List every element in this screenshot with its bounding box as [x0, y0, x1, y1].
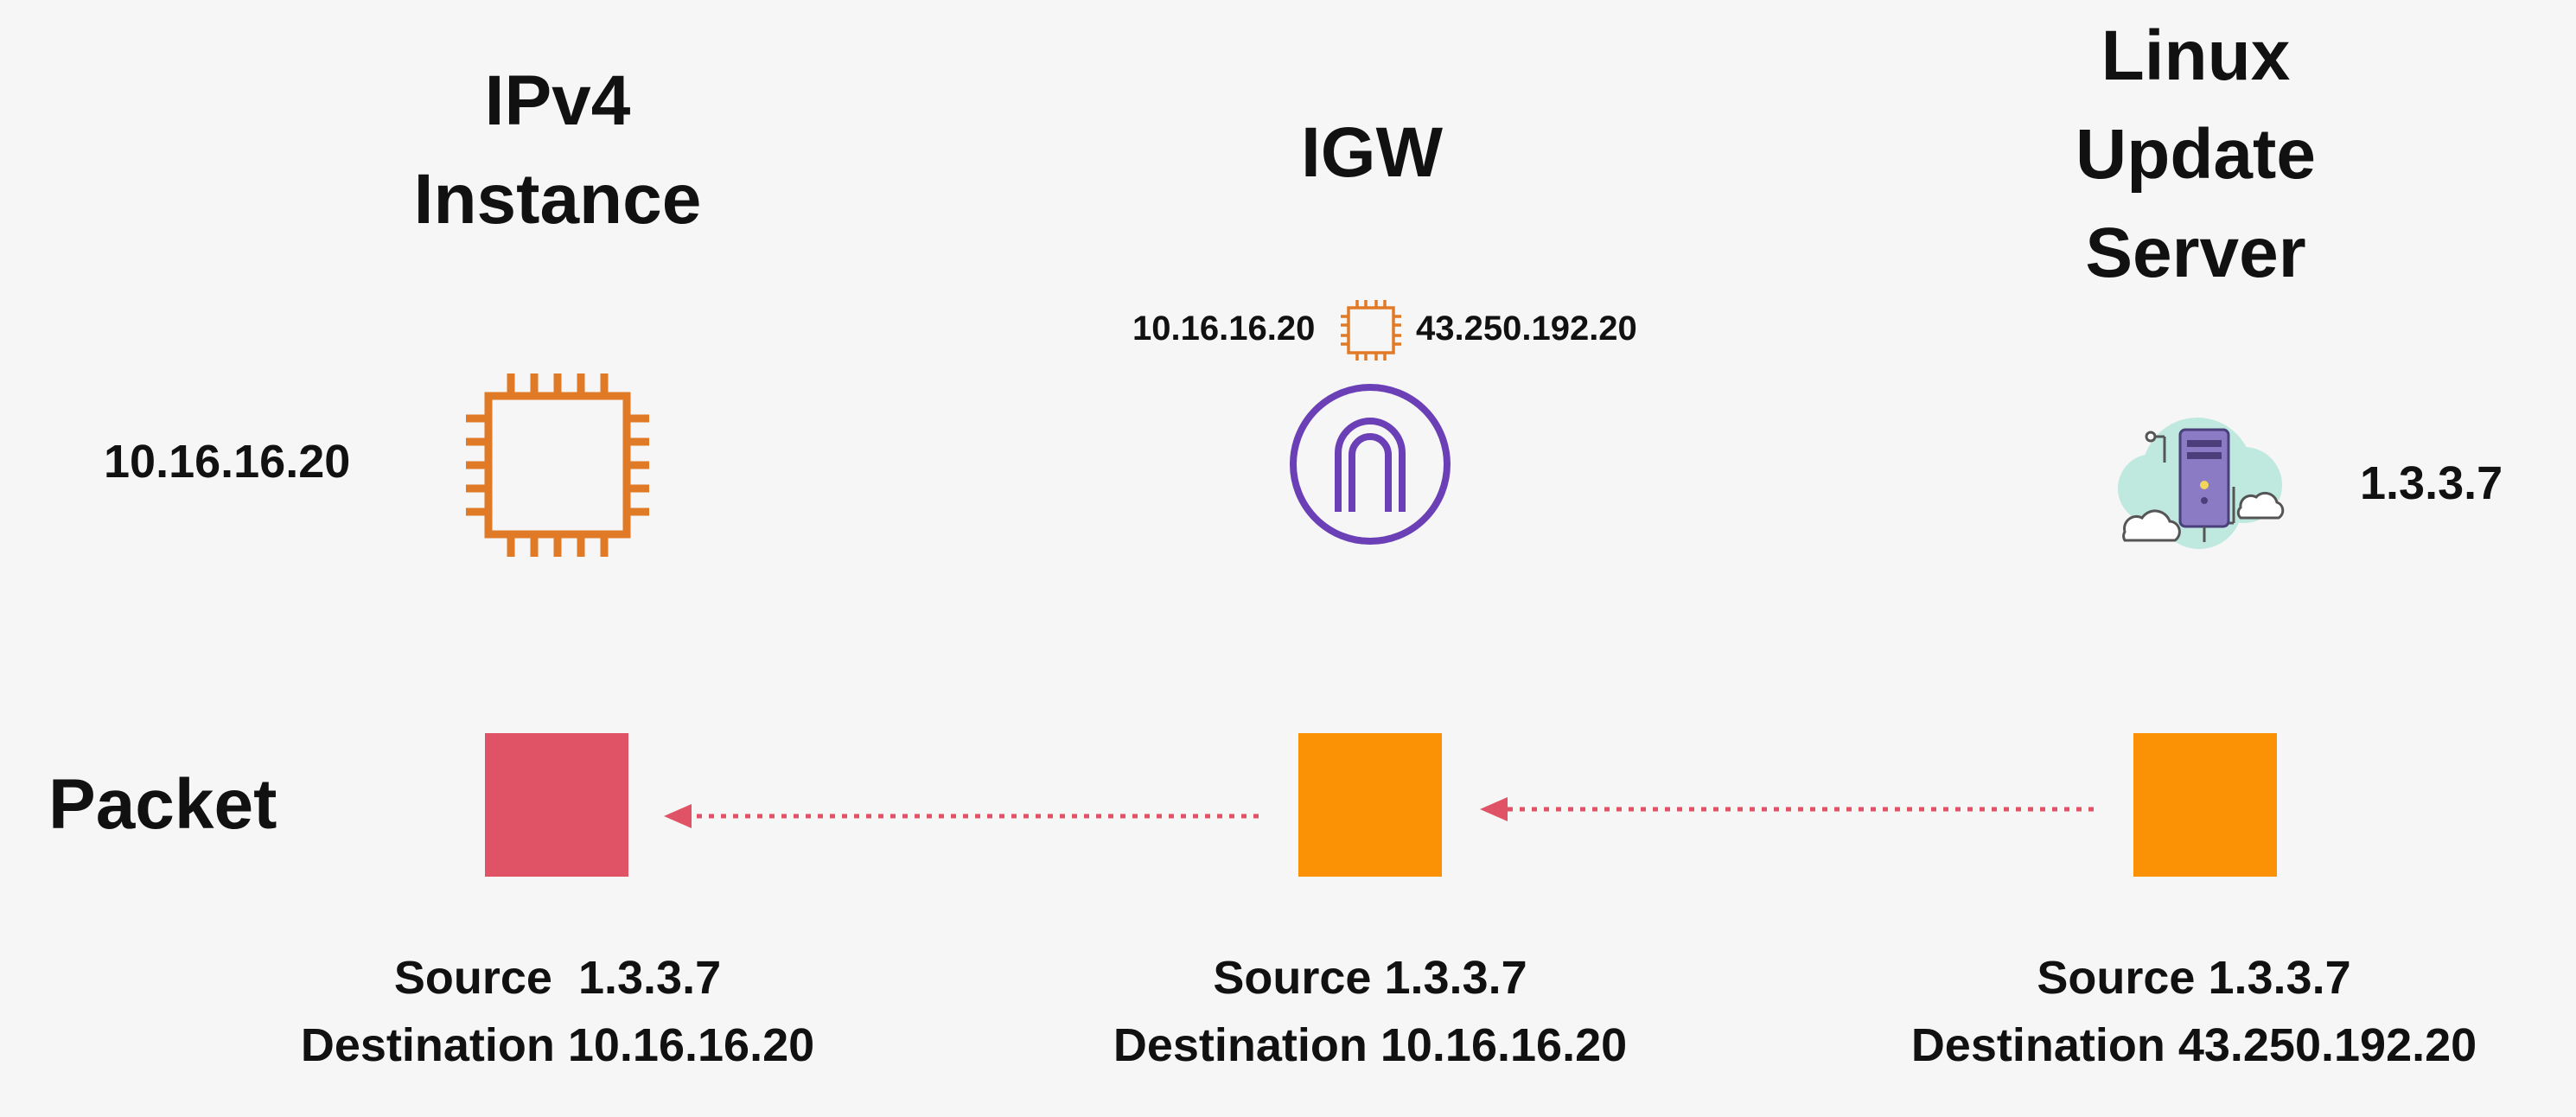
igw-caption-destination: Destination 10.16.16.20: [1113, 1019, 1628, 1071]
server-caption-source: Source 1.3.3.7: [2037, 952, 2351, 1004]
server-caption-destination: Destination 43.250.192.20: [1910, 1019, 2477, 1071]
igw-packet: [1298, 733, 1442, 877]
igw-packet-caption: Source 1.3.3.7 Destination 10.16.16.20: [1016, 944, 1725, 1079]
packet-row-label: Packet: [48, 765, 277, 844]
igw-title: IGW: [1130, 104, 1614, 202]
server-title-line3: Server: [2085, 214, 2306, 292]
server-packet: [2133, 733, 2277, 877]
igw-caption-source: Source 1.3.3.7: [1213, 952, 1527, 1004]
instance-title: IPv4 Instance: [316, 52, 800, 249]
igw-title-text: IGW: [1301, 113, 1443, 192]
server-title: Linux Update Server: [1954, 7, 2438, 303]
igw-public-ip: 43.250.192.20: [1416, 310, 1637, 348]
instance-packet-caption: Source 1.3.3.7 Destination 10.16.16.20: [203, 944, 912, 1079]
instance-title-line1: IPv4: [484, 61, 631, 140]
server-title-line2: Update: [2075, 115, 2316, 194]
chip-icon: [1338, 297, 1404, 363]
instance-title-line2: Instance: [413, 160, 702, 239]
ec2-instance-chip-icon: [462, 370, 653, 560]
cloud-server-icon: [2102, 402, 2292, 558]
arrow-igw-to-instance: [664, 799, 1260, 833]
igw-private-ip: 10.16.16.20: [1132, 310, 1316, 348]
internet-gateway-icon: [1288, 382, 1452, 546]
server-packet-caption: Source 1.3.3.7 Destination 43.250.192.20: [1840, 944, 2548, 1079]
instance-packet: [485, 733, 628, 877]
instance-ip: 10.16.16.20: [104, 436, 351, 488]
instance-caption-destination: Destination 10.16.16.20: [300, 1019, 815, 1071]
server-ip: 1.3.3.7: [2360, 457, 2503, 509]
instance-caption-source: Source 1.3.3.7: [393, 952, 722, 1004]
arrow-server-to-igw: [1480, 792, 2095, 827]
server-title-line1: Linux: [2101, 16, 2291, 95]
